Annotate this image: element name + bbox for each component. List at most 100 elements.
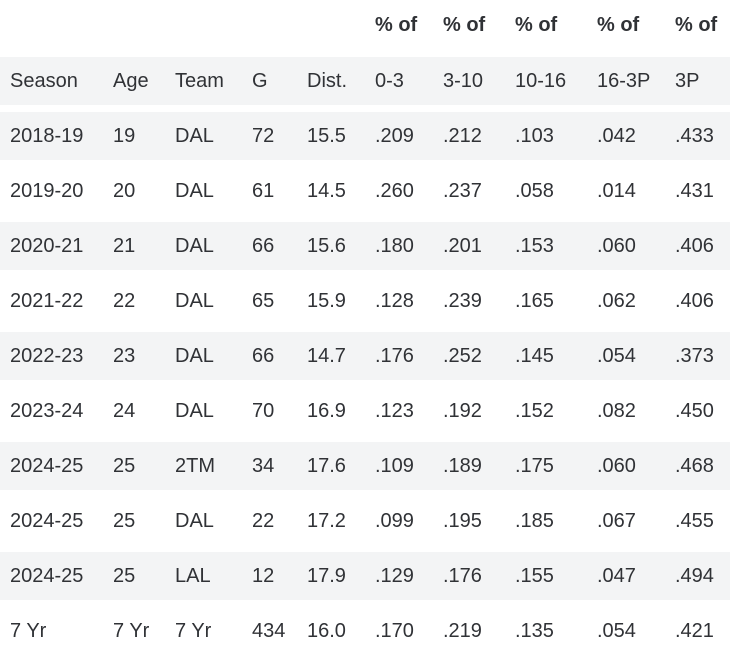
table-cell: 2024-25: [0, 438, 103, 497]
table-cell: .014: [587, 163, 665, 222]
table-cell: 15.6: [297, 218, 365, 277]
table-cell: 7 Yr: [103, 603, 165, 662]
table-cell: .252: [433, 328, 505, 387]
table-cell: 7 Yr: [0, 603, 103, 662]
table-cell: .237: [433, 163, 505, 222]
table-row: 2024-25 25 LAL 12 17.9.129.176.155.047.494: [0, 548, 730, 607]
table-cell: 25: [103, 438, 165, 497]
table-cell: 16.0: [297, 603, 365, 662]
table-cell: .170: [365, 603, 433, 662]
table-cell: .062: [587, 273, 665, 332]
table-header: % of % of % of % of % of Season Age Team…: [0, 0, 730, 112]
table-cell: 72: [242, 108, 297, 167]
table-cell: 2022-23: [0, 328, 103, 387]
table-row: 2020-21 21 DAL 66 15.6.180.201.153.060.406: [0, 218, 730, 277]
group-header-cell-pct-of: % of: [665, 0, 730, 57]
table-cell: .450: [665, 383, 730, 442]
table-cell: 20: [103, 163, 165, 222]
table-cell: .155: [505, 548, 587, 607]
table-cell: 15.9: [297, 273, 365, 332]
table-cell: .128: [365, 273, 433, 332]
table-cell: 25: [103, 548, 165, 607]
table-cell: .212: [433, 108, 505, 167]
table-cell: DAL: [165, 218, 242, 277]
table-cell: .058: [505, 163, 587, 222]
table-cell: DAL: [165, 108, 242, 167]
table-cell: .192: [433, 383, 505, 442]
table-cell: .189: [433, 438, 505, 497]
table-cell: .176: [365, 328, 433, 387]
table-cell: DAL: [165, 163, 242, 222]
table-cell: .195: [433, 493, 505, 552]
table-row: 2018-19 19 DAL 72 15.5.209.212.103.042.433: [0, 108, 730, 167]
table-cell: 25: [103, 493, 165, 552]
table-cell: .239: [433, 273, 505, 332]
table-cell: 14.5: [297, 163, 365, 222]
table-cell: 12: [242, 548, 297, 607]
table-cell: DAL: [165, 493, 242, 552]
table-cell: .165: [505, 273, 587, 332]
table-cell: DAL: [165, 273, 242, 332]
table-cell: .180: [365, 218, 433, 277]
column-header-team: Team: [165, 53, 242, 112]
group-header-cell-pct-of: % of: [433, 0, 505, 57]
table-cell: 17.9: [297, 548, 365, 607]
table-cell: .219: [433, 603, 505, 662]
table-cell: .406: [665, 273, 730, 332]
table-cell: 70: [242, 383, 297, 442]
table-cell: 7 Yr: [165, 603, 242, 662]
table-cell: .054: [587, 328, 665, 387]
column-header-season: Season: [0, 53, 103, 112]
table-cell: .060: [587, 438, 665, 497]
table-cell: 23: [103, 328, 165, 387]
table-cell: .129: [365, 548, 433, 607]
column-header-row: Season Age Team G Dist. 0-3 3-10 10-16 1…: [0, 53, 730, 112]
table-cell: .145: [505, 328, 587, 387]
table-row: 2019-20 20 DAL 61 14.5.260.237.058.014.431: [0, 163, 730, 222]
column-header-3-10: 3-10: [433, 53, 505, 112]
table-cell: .060: [587, 218, 665, 277]
table-cell: .260: [365, 163, 433, 222]
table-cell: .176: [433, 548, 505, 607]
table-cell: 34: [242, 438, 297, 497]
table-cell: .123: [365, 383, 433, 442]
table-row: 2021-22 22 DAL 65 15.9.128.239.165.062.406: [0, 273, 730, 332]
table-cell: .082: [587, 383, 665, 442]
table-cell: .209: [365, 108, 433, 167]
table-cell: .185: [505, 493, 587, 552]
table-cell: .047: [587, 548, 665, 607]
column-header-games: G: [242, 53, 297, 112]
table-cell: .067: [587, 493, 665, 552]
table-cell: 14.7: [297, 328, 365, 387]
table-cell: 15.5: [297, 108, 365, 167]
table-cell: 2019-20: [0, 163, 103, 222]
table-cell: 21: [103, 218, 165, 277]
table-cell: 66: [242, 218, 297, 277]
table-cell: 2020-21: [0, 218, 103, 277]
column-header-age: Age: [103, 53, 165, 112]
table-cell: 16.9: [297, 383, 365, 442]
column-header-16-3p: 16-3P: [587, 53, 665, 112]
table-cell: 22: [242, 493, 297, 552]
table-row: 2024-25 25 DAL 22 17.2.099.195.185.067.455: [0, 493, 730, 552]
table-cell: .494: [665, 548, 730, 607]
table-cell: .201: [433, 218, 505, 277]
table-cell: .468: [665, 438, 730, 497]
group-header-cell: [297, 0, 365, 57]
table-row: 2024-25 25 2TM 34 17.6.109.189.175.060.468: [0, 438, 730, 497]
table-cell: 2023-24: [0, 383, 103, 442]
table-row: 7 Yr 7 Yr 7 Yr 434 16.0.170.219.135.054.421: [0, 603, 730, 662]
table-cell: 2024-25: [0, 493, 103, 552]
table-cell: 2018-19: [0, 108, 103, 167]
table-row: 2022-23 23 DAL 66 14.7.176.252.145.054.373: [0, 328, 730, 387]
table-cell: .152: [505, 383, 587, 442]
table-cell: .431: [665, 163, 730, 222]
table-cell: .135: [505, 603, 587, 662]
table-cell: .109: [365, 438, 433, 497]
table-cell: 61: [242, 163, 297, 222]
table-cell: 2021-22: [0, 273, 103, 332]
column-header-3p: 3P: [665, 53, 730, 112]
table-cell: .042: [587, 108, 665, 167]
column-header-0-3: 0-3: [365, 53, 433, 112]
